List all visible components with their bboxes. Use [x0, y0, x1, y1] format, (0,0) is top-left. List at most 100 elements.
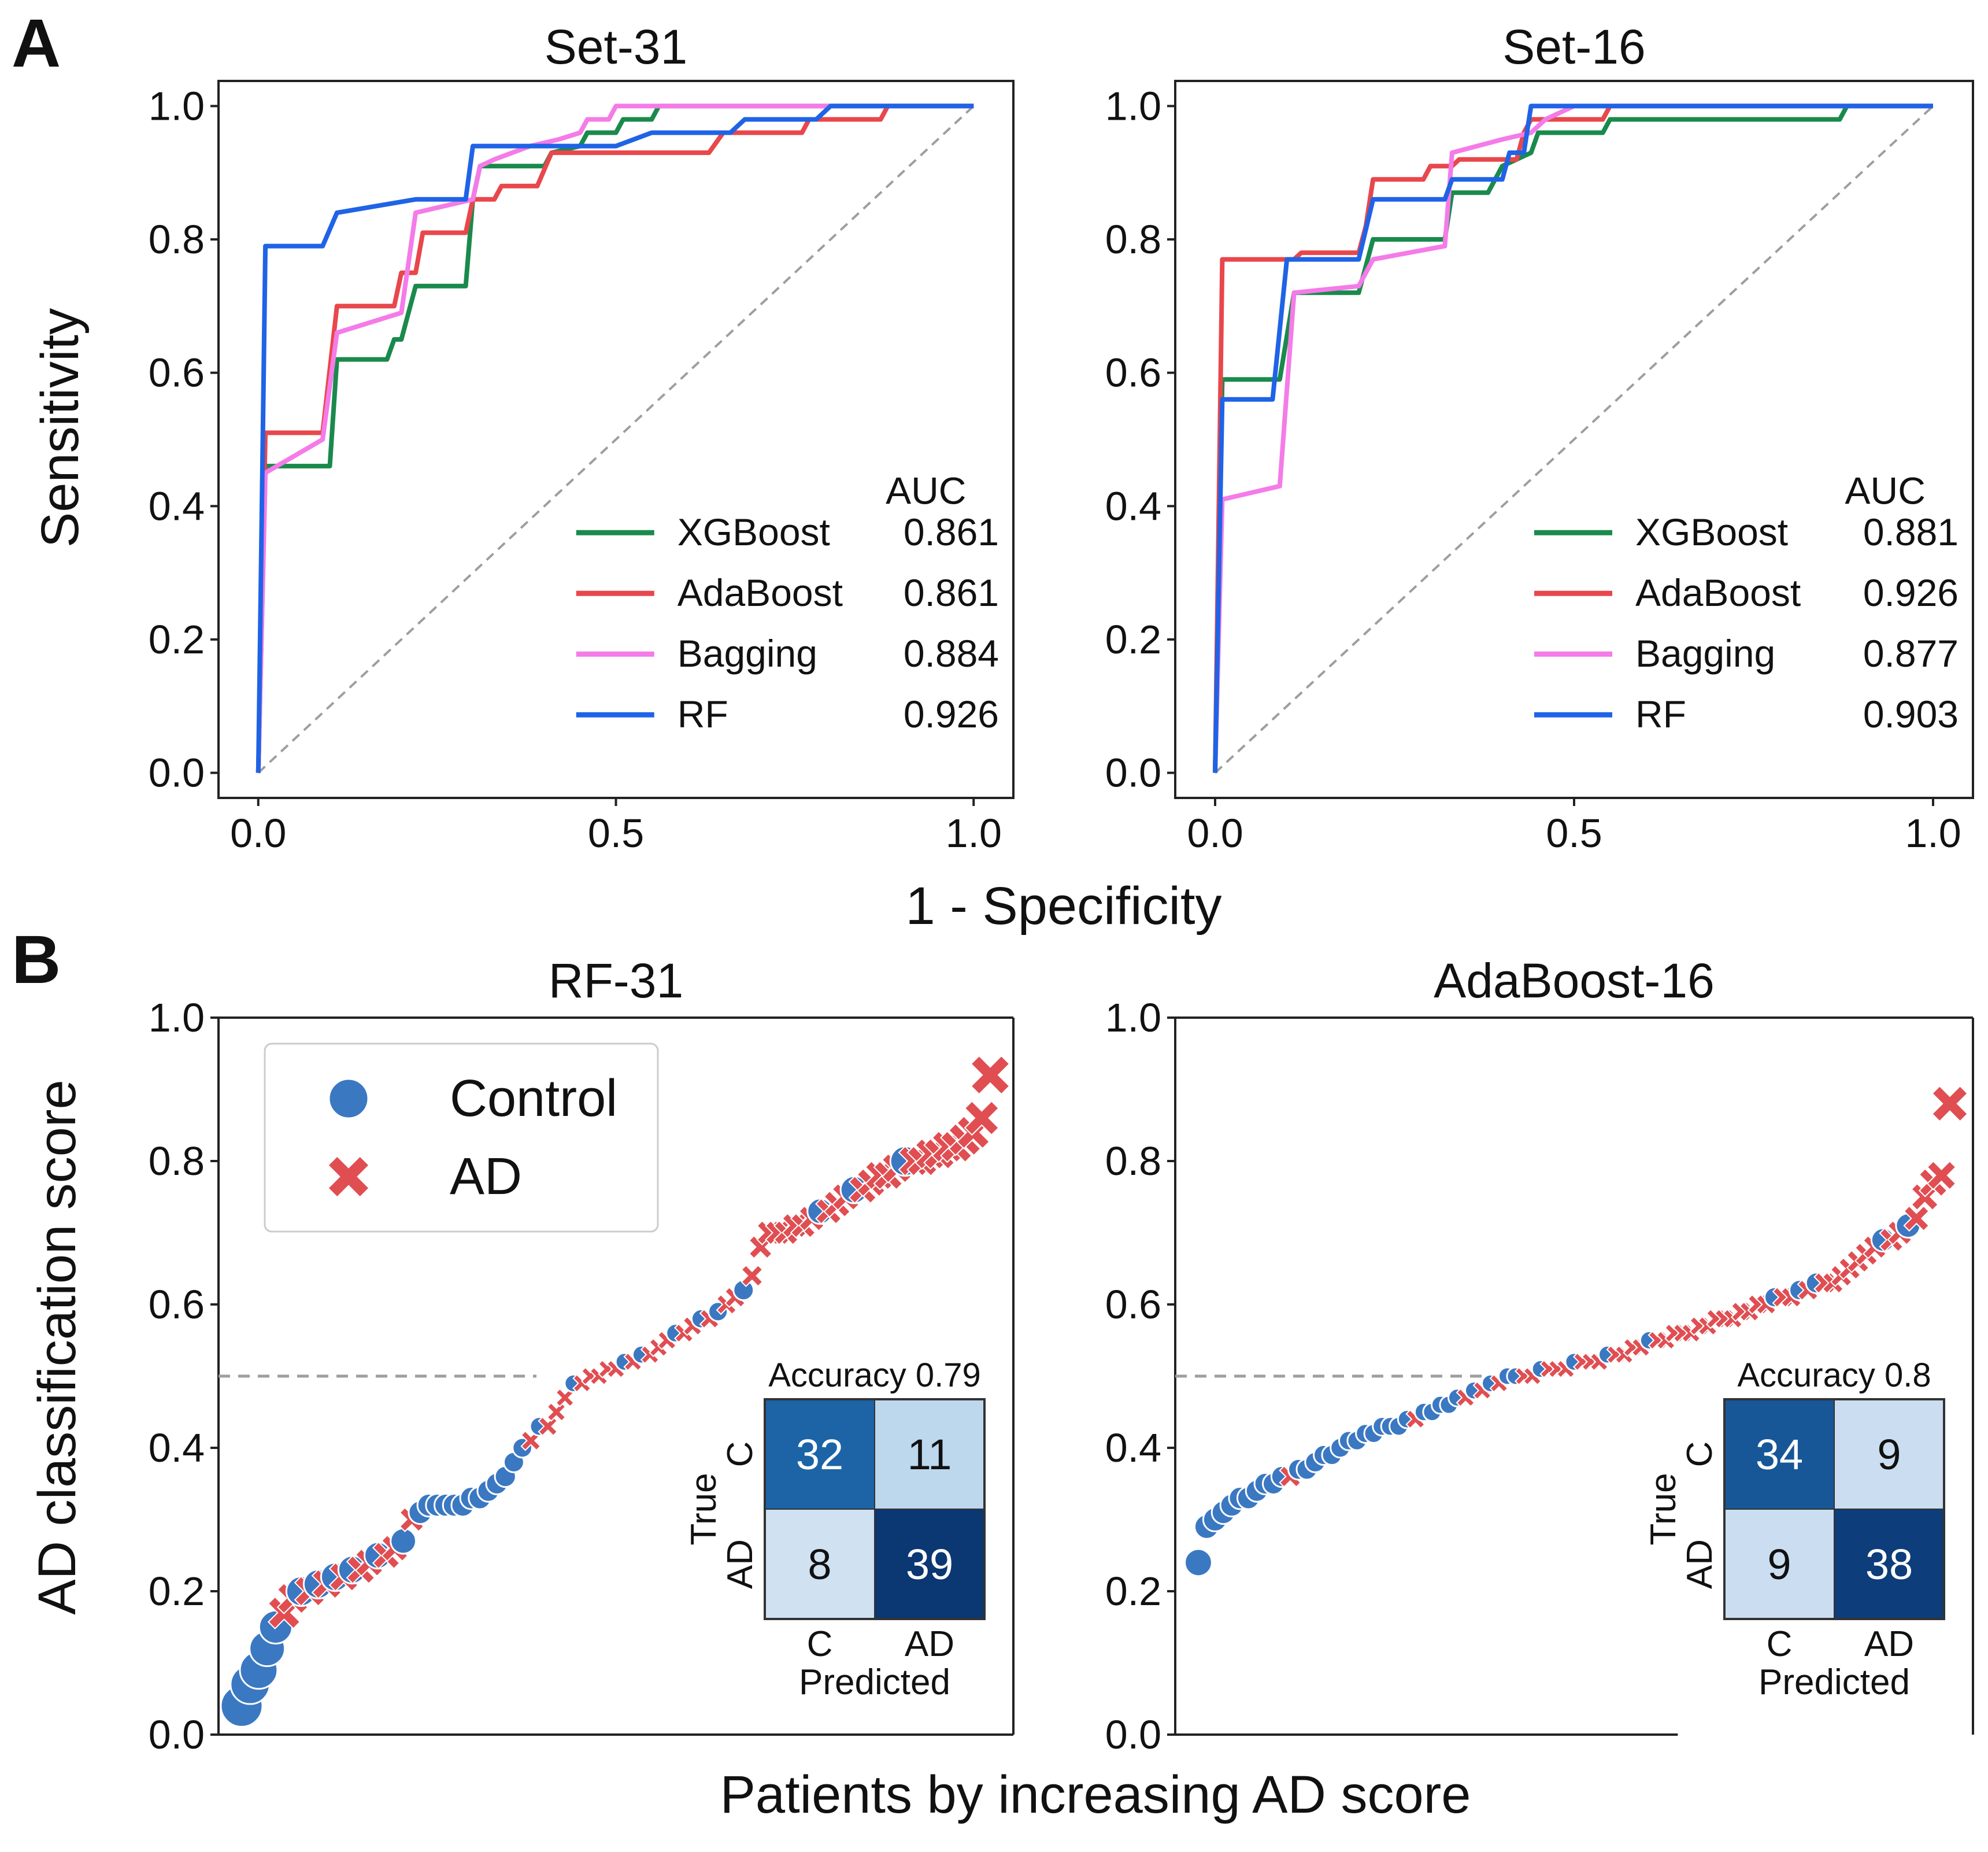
- score-chart-adaboost-16: AdaBoost-16 0.0 0.2 0.4 0.6 0.8 1.0 Accuracy 0.…: [1105, 953, 1974, 1757]
- confusion-value: 9: [1767, 1540, 1791, 1588]
- roc-chart-set-16: Set-16 0.0 0.5 1.0 0.0 0.2 0.4 0.6 0.8 1.0 AUC XGBo…: [1105, 20, 1974, 856]
- x-tick-label: 0.5: [1546, 811, 1602, 856]
- y-tick-label: 0.2: [1105, 617, 1161, 662]
- legend-auc-xgboost: 0.881: [1863, 511, 1959, 553]
- ad-point: [741, 1264, 764, 1287]
- chart-title: RF-31: [549, 953, 683, 1008]
- confusion-cell: [764, 1399, 875, 1510]
- roc-line-bagging: [256, 103, 974, 773]
- ad-point: [1903, 1205, 1930, 1232]
- legend-label-adaboost: AdaBoost: [678, 571, 843, 614]
- y-tick-label: 0.4: [149, 483, 205, 528]
- y-tick-label: 0.0: [149, 751, 205, 796]
- y-tick-label: 0.2: [149, 1569, 205, 1614]
- roc-line-xgboost: [1213, 103, 1933, 773]
- roc-xlabel: 1 - Specificity: [905, 877, 1221, 936]
- chart-title: AdaBoost-16: [1434, 953, 1715, 1008]
- chart-title: Set-31: [545, 20, 688, 74]
- chance-diagonal: [1214, 105, 1934, 774]
- confusion-col-label: C: [1767, 1624, 1793, 1664]
- x-tick-label: 0.0: [230, 811, 286, 856]
- confusion-true-label: True: [1643, 1473, 1683, 1545]
- chart-title: Set-16: [1502, 20, 1646, 74]
- y-tick-label: 0.4: [1105, 483, 1161, 528]
- y-tick-label: 1.0: [149, 995, 205, 1040]
- legend-header: AUC: [1845, 470, 1926, 512]
- control-point: [1184, 1548, 1213, 1577]
- y-tick-label: 0.4: [1105, 1425, 1161, 1470]
- confusion-row-label: AD: [720, 1539, 760, 1589]
- legend-label-bagging: Bagging: [678, 632, 817, 675]
- roc-line-rf: [1213, 103, 1933, 773]
- legend-control-marker: [328, 1078, 369, 1119]
- confusion-frame: [764, 1398, 986, 1620]
- confusion-cell: [874, 1399, 985, 1510]
- confusion-value: 8: [808, 1540, 831, 1588]
- x-tick-label: 0.5: [588, 811, 644, 856]
- ad-point: [1926, 1160, 1957, 1191]
- confusion-predicted-label: Predicted: [1759, 1662, 1910, 1702]
- legend-auc-rf: 0.903: [1863, 693, 1959, 735]
- legend-label-rf: RF: [1635, 693, 1686, 735]
- confusion-col-label: C: [807, 1624, 833, 1664]
- x-tick-label: 0.0: [1187, 811, 1243, 856]
- legend-label-xgboost: XGBoost: [678, 511, 830, 553]
- ad-point: [970, 1055, 1010, 1095]
- y-tick-label: 0.4: [149, 1425, 205, 1470]
- control-point: [390, 1527, 417, 1555]
- confusion-col-label: AD: [905, 1624, 954, 1664]
- y-tick-label: 0.0: [1105, 751, 1161, 796]
- legend-auc-bagging: 0.884: [904, 632, 999, 675]
- confusion-predicted-label: Predicted: [799, 1662, 950, 1702]
- y-tick-label: 0.8: [1105, 217, 1161, 262]
- score-chart-rf-31: RF-31 0.0 0.2 0.4 0.6 0.8 1.0 Accuracy 0.79 32 11…: [149, 953, 1015, 1757]
- y-tick-label: 1.0: [1105, 83, 1161, 128]
- legend-label-bagging: Bagging: [1635, 632, 1775, 675]
- roc-chart-set-31: Set-31 0.0 0.5 1.0 0.0 0.2 0.4 0.6 0.8 1.0 AUC XGBo…: [149, 20, 1015, 856]
- legend-auc-rf: 0.926: [904, 693, 999, 735]
- legend-auc-bagging: 0.877: [1863, 632, 1959, 675]
- confusion-col-label: AD: [1864, 1624, 1914, 1664]
- confusion-value: 9: [1877, 1430, 1901, 1478]
- accuracy-label: Accuracy 0.8: [1737, 1356, 1931, 1394]
- y-tick-label: 1.0: [1105, 995, 1161, 1040]
- confusion-cell: [764, 1509, 875, 1620]
- roc-line-adaboost: [1213, 103, 1933, 773]
- roc-ylabel: Sensitivity: [31, 308, 90, 548]
- legend-label-adaboost: AdaBoost: [1635, 571, 1801, 614]
- confusion-row-label: C: [720, 1441, 760, 1467]
- legend-auc-xgboost: 0.861: [904, 511, 999, 553]
- accuracy-label: Accuracy 0.79: [768, 1356, 981, 1394]
- x-tick-label: 1.0: [1905, 811, 1961, 856]
- x-tick-label: 1.0: [946, 811, 1002, 856]
- legend-ad-marker: [329, 1157, 368, 1196]
- confusion-value: 32: [796, 1430, 843, 1478]
- confusion-value: 39: [906, 1540, 953, 1588]
- y-tick-label: 0.2: [1105, 1569, 1161, 1614]
- y-tick-label: 0.6: [1105, 350, 1161, 395]
- chance-diagonal: [257, 105, 975, 774]
- ad-point: [520, 1430, 542, 1451]
- y-tick-label: 0.6: [149, 1282, 205, 1327]
- confusion-cell: [1724, 1509, 1835, 1620]
- confusion-row-label: AD: [1680, 1539, 1720, 1589]
- y-tick-label: 0.6: [1105, 1282, 1161, 1327]
- y-tick-label: 0.0: [149, 1712, 205, 1757]
- panel-letter-a: A: [12, 5, 61, 82]
- y-tick-label: 1.0: [149, 83, 205, 128]
- panel-letter-b: B: [12, 922, 61, 998]
- legend-ad-label: AD: [450, 1148, 522, 1206]
- y-tick-label: 0.2: [149, 617, 205, 662]
- ad-point: [1931, 1085, 1968, 1122]
- legend-header: AUC: [886, 470, 966, 512]
- confusion-cell: [1834, 1509, 1945, 1620]
- ad-point: [555, 1388, 575, 1407]
- legend-label-xgboost: XGBoost: [1635, 511, 1788, 553]
- confusion-cell: [1724, 1399, 1835, 1510]
- y-tick-label: 0.6: [149, 350, 205, 395]
- roc-line-bagging: [1213, 103, 1933, 773]
- legend-control-label: Control: [450, 1070, 617, 1128]
- legend-label-rf: RF: [678, 693, 728, 735]
- confusion-true-label: True: [684, 1473, 724, 1545]
